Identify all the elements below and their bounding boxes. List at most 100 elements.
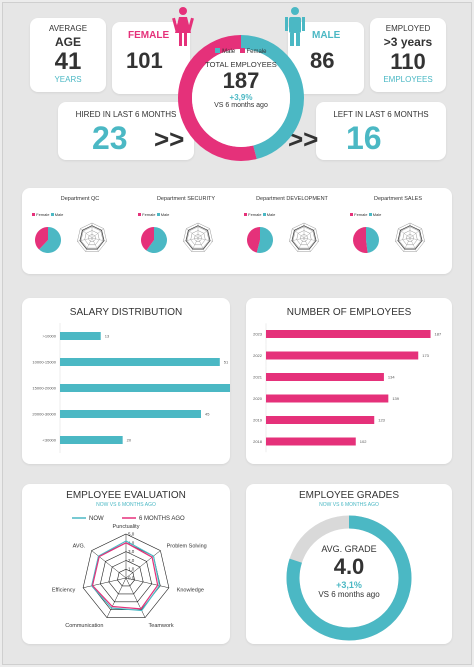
dept-pie-male-slice	[146, 227, 167, 253]
category-label: 2023	[253, 332, 263, 337]
grades-change: +3,1%	[336, 580, 362, 590]
category-label: 2019	[253, 418, 263, 423]
average-age-card: AVERAGE AGE 41 YEARS	[30, 18, 106, 92]
radar-axis-label: Communication	[65, 623, 103, 629]
legend-now-label: NOW	[89, 516, 104, 522]
hired-value: 23	[92, 120, 128, 156]
grades-center: AVG. GRADE 4.0 +3,1% VS 6 months ago	[306, 544, 392, 599]
number-of-employees-title: NUMBER OF EMPLOYEES	[286, 307, 412, 318]
bar	[60, 358, 220, 366]
dept-radar-grid	[88, 234, 96, 242]
dept-radar-grid	[194, 234, 202, 242]
dept-radar-grid	[84, 230, 100, 246]
grades-donut-fill	[286, 515, 412, 641]
radar-spoke	[106, 577, 127, 618]
radar-tick-label: 4,0	[128, 540, 135, 545]
dept-legend-female: Female	[354, 212, 368, 217]
evaluation-radar-chart: NOW 6 MONTHS AGO Punctuality Problem Solvin…	[52, 516, 207, 629]
radar-tick-label: 1,0	[128, 567, 135, 572]
total-change: +3,9%	[229, 93, 253, 102]
evaluation-subtitle: NOW VS 6 MONTHS AGO	[96, 502, 156, 508]
left-value: 16	[346, 120, 382, 156]
category-label: 2022	[253, 353, 263, 358]
bar-value-label: 134	[388, 375, 395, 380]
salary-distribution-card: SALARY DISTRIBUTION >10000 13 10000-15000 5…	[22, 298, 230, 464]
bar	[60, 332, 101, 340]
radar-axis-label: Teamwork	[149, 623, 174, 629]
radar-spoke	[91, 550, 127, 579]
employed-value: 110	[390, 49, 426, 74]
dept-radar-series	[397, 225, 423, 250]
category-label: 15000-20000	[32, 386, 56, 391]
dept-legend-male: Male	[266, 212, 276, 217]
dept-radar-grid	[300, 234, 308, 242]
dept-legend-female: Female	[248, 212, 262, 217]
evaluation-title: EMPLOYEE EVALUATION	[66, 490, 186, 501]
dept-pie-male-slice	[39, 227, 61, 253]
dept-radar-grid	[186, 226, 210, 249]
bar	[266, 416, 375, 424]
bar-value-label: 51	[224, 360, 229, 365]
dept-radar-series	[79, 225, 105, 250]
category-label: >10000	[43, 334, 57, 339]
total-employees-title: TOTAL EMPLOYEES	[205, 60, 277, 69]
department-title: Department DEVELOPMENT	[256, 196, 328, 202]
department-mini-charts	[141, 222, 213, 253]
bar-value-label: 45	[205, 412, 210, 417]
dept-radar-grid	[289, 222, 319, 252]
department-legend: Female Male	[32, 212, 63, 217]
total-employees-value: 187	[222, 68, 260, 93]
radar-axis-label: Efficiency	[52, 588, 76, 594]
dept-pie-female-slice	[353, 227, 368, 253]
category-label: <30000	[43, 438, 57, 443]
radar-spoke	[125, 550, 161, 579]
department-mini-charts	[247, 222, 319, 253]
dept-radar-grid	[398, 226, 422, 249]
employees-bar-chart: 2023 187 2022 173 2021 134 2020 139 2019 123 2018 1…	[253, 323, 442, 453]
dept-radar-grid	[296, 230, 312, 246]
female-legend-swatch	[239, 48, 245, 53]
radar-axis-label: Knowledge	[177, 588, 204, 594]
employed-label: EMPLOYED	[385, 24, 431, 33]
legend-6-months-label: 6 MONTHS AGO	[139, 516, 185, 522]
dept-pie-female-slice	[247, 227, 260, 253]
radar-grid-ring	[82, 533, 170, 618]
left-card: LEFT IN LAST 6 MONTHS 16	[316, 102, 446, 160]
department-panel: Department QC Female Male	[30, 196, 130, 270]
employed-duration-label: >3 years	[383, 35, 433, 49]
dept-radar-series	[291, 225, 317, 250]
department-legend: Female Male	[244, 212, 275, 217]
radar-spoke	[125, 577, 169, 589]
dept-legend-male: Male	[54, 212, 64, 217]
dept-pie-male-slice	[366, 227, 379, 253]
radar-spoke	[125, 577, 146, 618]
bar-value-label: 173	[422, 353, 429, 358]
male-icon	[285, 7, 305, 46]
bar	[60, 384, 230, 392]
male-legend-swatch	[215, 48, 221, 53]
dept-radar-grid	[406, 234, 414, 242]
donut-hole	[192, 49, 290, 147]
salary-distribution-title: SALARY DISTRIBUTION	[69, 307, 183, 318]
bar-value-label: 20	[127, 438, 132, 443]
category-label: 2021	[253, 375, 263, 380]
bar-value-label: 187	[435, 332, 442, 337]
dept-radar-grid	[77, 222, 107, 252]
radar-grid-ring	[117, 568, 135, 587]
female-label: FEMALE	[128, 30, 170, 41]
hired-arrows: >>	[154, 124, 185, 154]
donut-slice-male	[240, 35, 304, 160]
grades-title: EMPLOYEE GRADES	[298, 490, 400, 501]
dept-radar-grid	[395, 222, 425, 252]
number-of-employees-card: NUMBER OF EMPLOYEES 2023 187 2022 173 2021 13…	[246, 298, 452, 464]
category-label: 2018	[253, 439, 263, 444]
donut-slice-female	[178, 35, 257, 161]
employee-evaluation-card: EMPLOYEE EVALUATION NOW VS 6 MONTHS AGO …	[22, 484, 230, 644]
legend-female: Female	[246, 49, 267, 55]
radar-series-6-months-ago	[91, 542, 159, 610]
dept-pie-male-slice	[256, 227, 273, 253]
departments-card: Department QC Female Male Department SECU…	[22, 188, 452, 274]
average-age-value: 41	[54, 48, 82, 75]
left-label: LEFT IN LAST 6 MONTHS	[333, 110, 429, 119]
radar-axis-label: Punctuality	[113, 524, 140, 530]
